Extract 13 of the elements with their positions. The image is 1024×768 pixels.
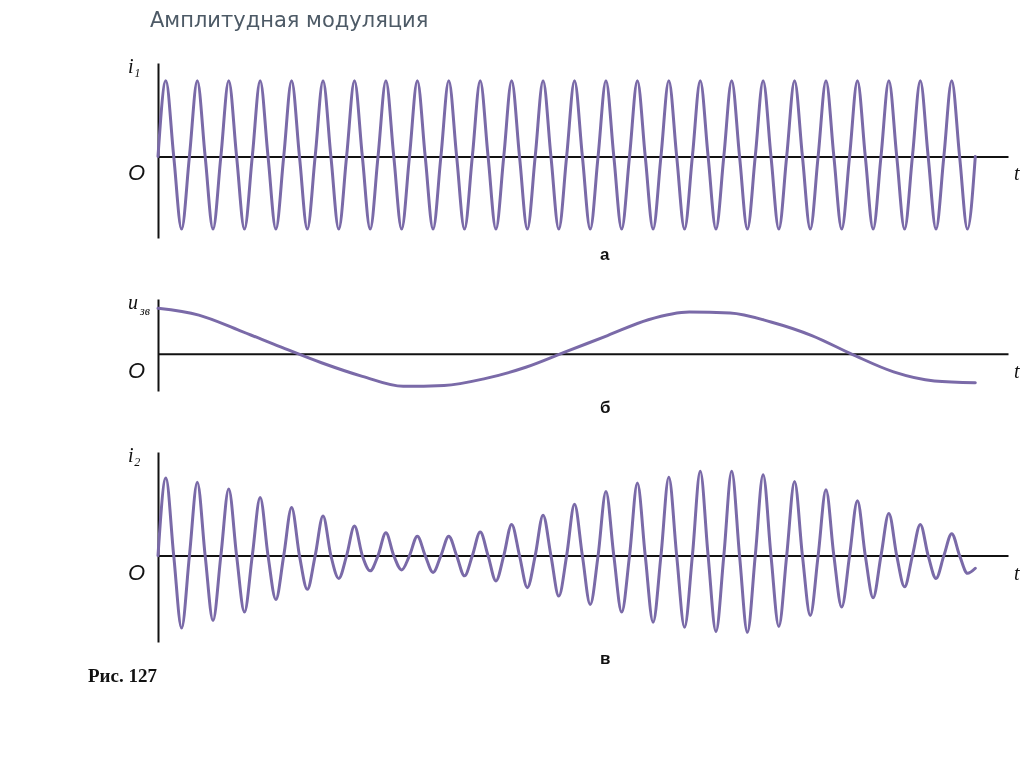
text: б [600, 398, 611, 417]
x-axis-title: t [1014, 561, 1020, 584]
text: а [600, 245, 610, 264]
text: O [128, 559, 146, 585]
text: O [128, 357, 146, 383]
y-axis-title: i₁ [128, 55, 141, 77]
text: Рис. 127 [88, 665, 158, 686]
text: в [600, 649, 611, 668]
x-axis-title: t [1014, 162, 1020, 185]
text: O [128, 160, 146, 186]
y-axis-title: i₂ [128, 444, 141, 466]
chart-title: Амплитудная модуляция [150, 8, 429, 32]
x-axis-title: t [1014, 359, 1020, 382]
